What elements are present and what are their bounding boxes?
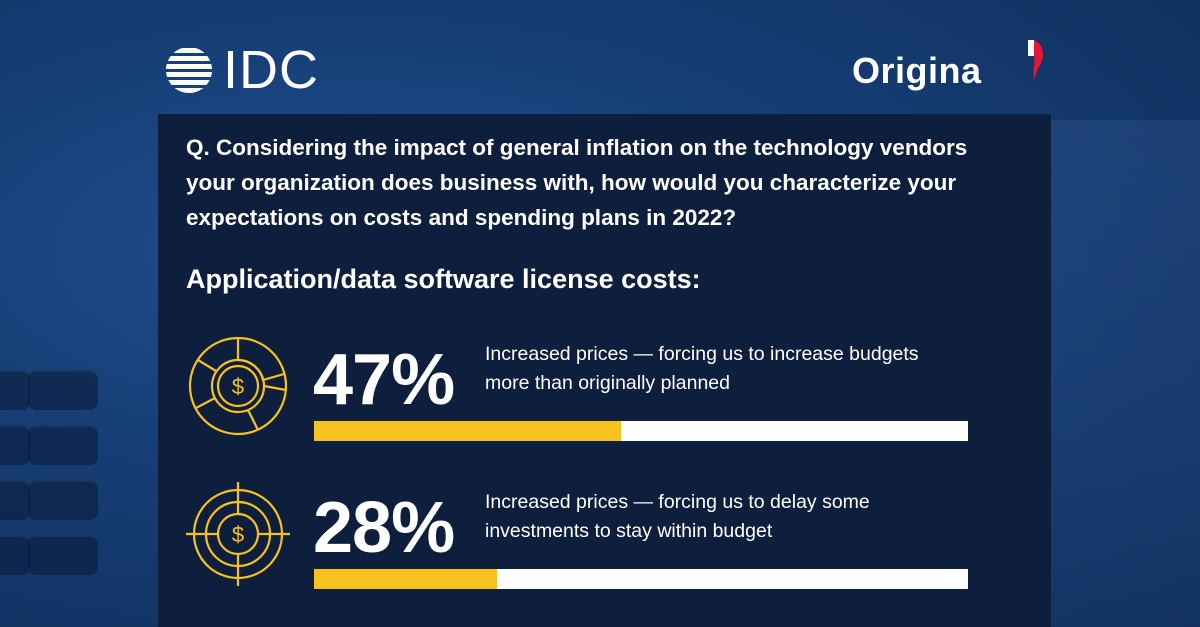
stat-percent-2: 28% xyxy=(313,488,455,568)
section-subtitle: Application/data software license costs: xyxy=(186,264,701,294)
dollar-target-icon: $ xyxy=(186,482,290,586)
origina-mark-icon xyxy=(1028,40,1043,80)
svg-text:$: $ xyxy=(232,522,244,547)
stat-bar-2 xyxy=(314,569,968,589)
stat-bar-fill-1 xyxy=(314,421,622,441)
stat-description-2: Increased prices — forcing us to delay s… xyxy=(485,491,870,542)
stat-bar-fill-2 xyxy=(314,569,498,589)
stat-description-1: Increased prices — forcing us to increas… xyxy=(485,343,919,394)
origina-logo-text: Origina xyxy=(852,50,982,91)
idc-logo-text: IDC xyxy=(223,40,319,100)
background-paper xyxy=(1050,120,1200,627)
survey-question: Q. Considering the impact of general inf… xyxy=(186,135,968,230)
stat-bar-1 xyxy=(314,421,968,441)
background-calculator xyxy=(0,330,160,627)
dollar-pie-chart-icon: $ xyxy=(188,336,288,436)
survey-panel: Q. Considering the impact of general inf… xyxy=(158,114,1051,627)
idc-logo: IDC xyxy=(163,40,319,100)
svg-text:$: $ xyxy=(232,374,244,399)
idc-globe-icon xyxy=(166,48,212,93)
stat-percent-1: 47% xyxy=(313,340,455,420)
